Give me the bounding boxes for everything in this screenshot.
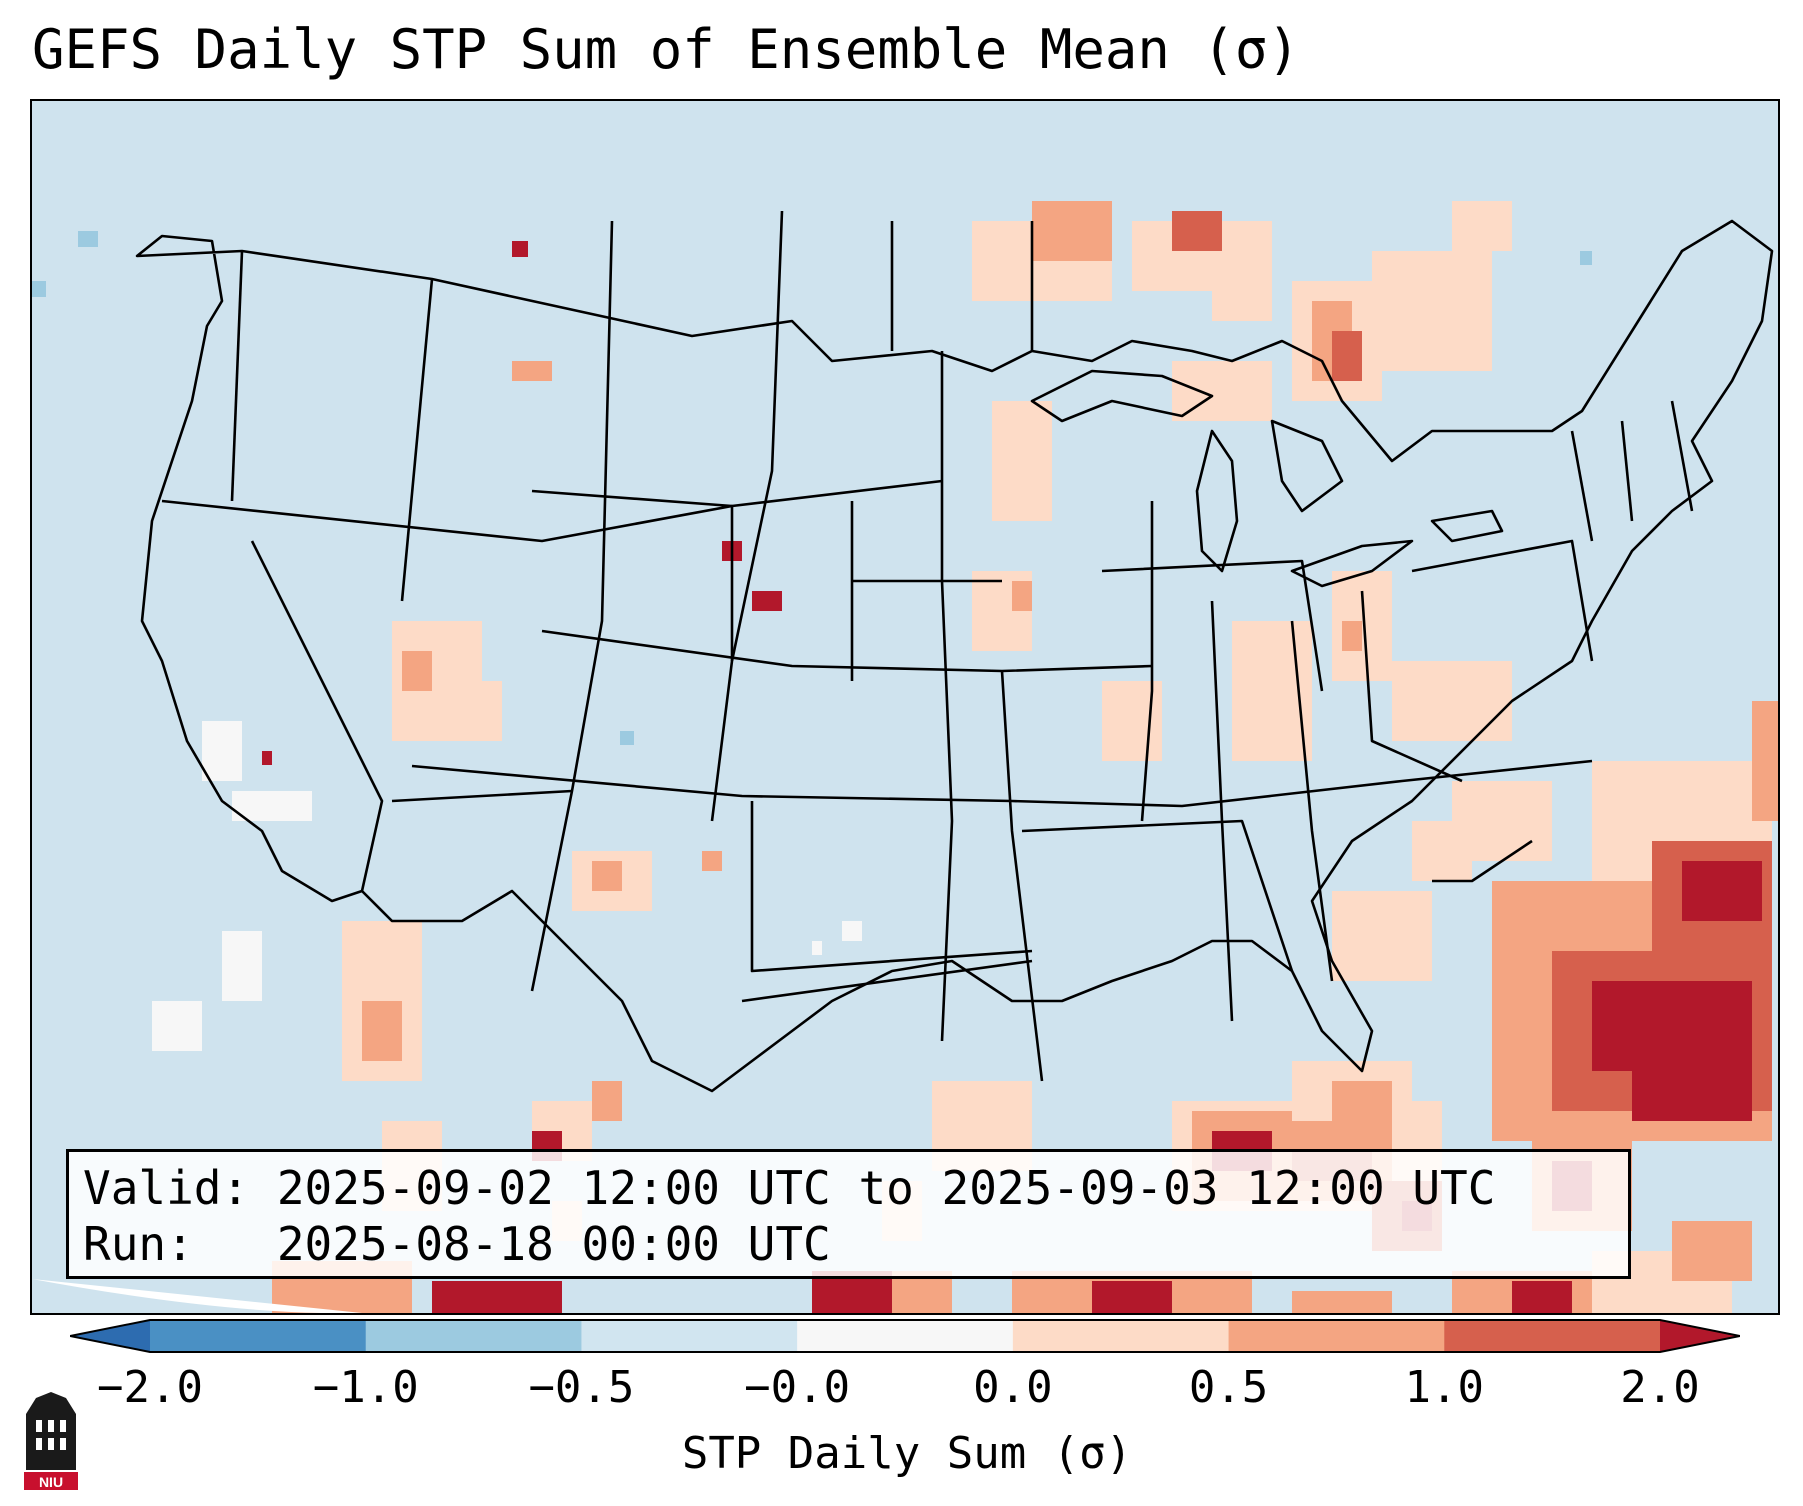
colorbar-label: STP Daily Sum (σ) xyxy=(681,1428,1133,1479)
stp-negative-patch xyxy=(78,231,98,247)
colorbar-extend-low xyxy=(70,1320,150,1352)
stp-negative-patch xyxy=(32,281,46,297)
stp-field-patch xyxy=(362,1001,402,1061)
state-borders xyxy=(135,210,1774,1093)
stp-field-patch xyxy=(1292,1291,1392,1313)
stp-field-patch xyxy=(262,751,272,765)
lake-michigan xyxy=(1195,429,1239,573)
colorbar-segments xyxy=(70,1320,1740,1352)
colorbar-tick-label: −0.0 xyxy=(744,1362,851,1413)
colorbar-extend-high xyxy=(1660,1320,1740,1352)
run-time-line: Run: 2025-08-18 00:00 UTC xyxy=(83,1217,831,1271)
stp-field-patch xyxy=(1212,261,1272,321)
stp-field-patch xyxy=(992,401,1052,521)
lake-ontario xyxy=(1430,509,1504,543)
stp-neutral-patch xyxy=(222,931,262,1001)
colorbar-segment xyxy=(1012,1320,1230,1352)
stp-field-patch xyxy=(442,681,502,741)
niu-logo-text: NIU xyxy=(39,1474,63,1490)
stp-field-patch xyxy=(1412,821,1472,881)
valid-time-line: Valid: 2025-09-02 12:00 UTC to 2025-09-0… xyxy=(83,1161,1496,1215)
stp-field-patch xyxy=(512,241,528,257)
stp-field-layer xyxy=(32,201,1778,1313)
stp-field-patch xyxy=(1332,331,1362,381)
stp-field-patch xyxy=(752,591,782,611)
colorbar xyxy=(70,1319,1740,1353)
stp-field-patch xyxy=(1672,1221,1752,1281)
validity-info-box: Valid: 2025-09-02 12:00 UTC to 2025-09-0… xyxy=(66,1149,1631,1279)
stp-field-patch xyxy=(432,1281,562,1313)
stp-field-patch xyxy=(1752,701,1778,821)
stp-field-patch xyxy=(1012,581,1032,611)
map-panel xyxy=(30,99,1780,1315)
stp-field-patch xyxy=(1232,621,1312,761)
stp-field-patch xyxy=(1452,201,1512,251)
stp-field-patch xyxy=(1632,1061,1752,1121)
niu-logo-icon: NIU xyxy=(24,1392,78,1490)
stp-field-patch xyxy=(1032,201,1112,261)
colorbar-tick-label: −1.0 xyxy=(312,1362,419,1413)
stp-field-patch xyxy=(512,361,552,381)
stp-field-patch xyxy=(1372,251,1492,371)
stp-field-patch xyxy=(1332,891,1432,981)
colorbar-tick-label: −0.5 xyxy=(528,1362,635,1413)
stp-neutral-patch xyxy=(812,941,822,955)
map-edge-curve xyxy=(32,1279,362,1313)
colorbar-tick-label: 0.0 xyxy=(973,1362,1053,1413)
stp-field-patch xyxy=(1092,1281,1172,1313)
stp-field-patch xyxy=(1682,861,1762,921)
colorbar-segment xyxy=(581,1320,798,1352)
stp-field-patch xyxy=(1332,1081,1392,1121)
colorbar-tick-label: 1.0 xyxy=(1404,1362,1485,1413)
map-canvas xyxy=(32,201,1778,1313)
stp-field-patch xyxy=(592,861,622,891)
stp-field-patch xyxy=(402,651,432,691)
stp-neutral-patch xyxy=(202,721,242,781)
colorbar-tick-label: 2.0 xyxy=(1620,1362,1700,1413)
stp-neutral-patch xyxy=(152,1001,202,1051)
stp-negative-patch xyxy=(1580,251,1592,265)
stp-negative-patch xyxy=(620,731,634,745)
stp-field-patch xyxy=(1342,621,1362,651)
colorbar-tick-label: 0.5 xyxy=(1188,1362,1269,1413)
stp-neutral-patch xyxy=(232,791,312,821)
stp-field-patch xyxy=(1512,1281,1572,1313)
stp-field-patch xyxy=(1172,211,1222,251)
stp-neutral-patch xyxy=(842,921,862,941)
colorbar-segment xyxy=(150,1320,367,1352)
stp-field-patch xyxy=(592,1081,622,1121)
colorbar-segment xyxy=(1444,1320,1661,1352)
colorbar-segment xyxy=(1228,1320,1445,1352)
stp-field-patch xyxy=(1592,981,1752,1071)
lake-erie xyxy=(1290,539,1414,588)
us-outline xyxy=(135,219,1774,1093)
lake-huron xyxy=(1270,419,1344,513)
colorbar-outline xyxy=(70,1319,1740,1353)
colorbar-segment xyxy=(797,1320,1014,1352)
stp-field-patch xyxy=(702,851,722,871)
stp-field-patch xyxy=(1392,661,1512,741)
colorbar-tick-label: −2.0 xyxy=(97,1362,203,1413)
page-title: GEFS Daily STP Sum of Ensemble Mean (σ) xyxy=(32,18,1300,81)
lake-superior xyxy=(1030,369,1214,423)
colorbar-segment xyxy=(365,1320,582,1352)
